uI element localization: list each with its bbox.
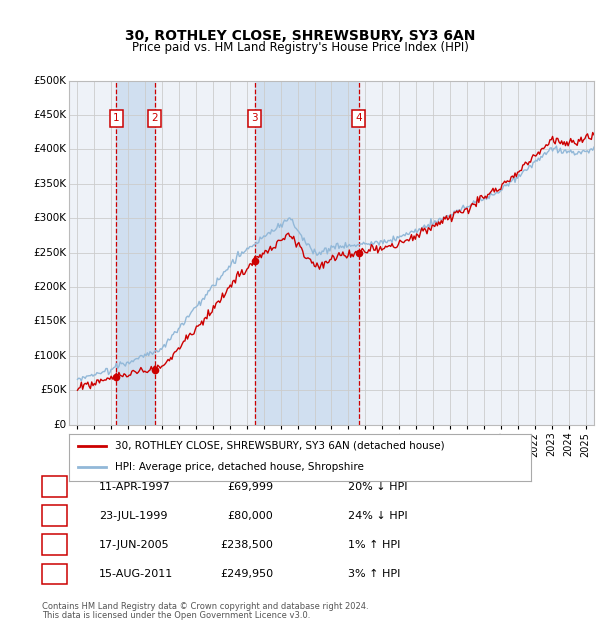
Text: £50K: £50K <box>40 385 67 396</box>
Text: 15-AUG-2011: 15-AUG-2011 <box>99 569 173 579</box>
Text: £400K: £400K <box>34 144 67 154</box>
Text: 23-JUL-1999: 23-JUL-1999 <box>99 511 167 521</box>
Text: £249,950: £249,950 <box>220 569 273 579</box>
Text: 4: 4 <box>356 113 362 123</box>
Text: 11-APR-1997: 11-APR-1997 <box>99 482 171 492</box>
Bar <box>254 81 359 425</box>
Text: Contains HM Land Registry data © Crown copyright and database right 2024.: Contains HM Land Registry data © Crown c… <box>42 602 368 611</box>
Text: This data is licensed under the Open Government Licence v3.0.: This data is licensed under the Open Gov… <box>42 611 310 619</box>
Text: 20% ↓ HPI: 20% ↓ HPI <box>348 482 407 492</box>
Text: £300K: £300K <box>34 213 67 223</box>
Text: £69,999: £69,999 <box>227 482 273 492</box>
Text: 17-JUN-2005: 17-JUN-2005 <box>99 540 170 550</box>
Text: Price paid vs. HM Land Registry's House Price Index (HPI): Price paid vs. HM Land Registry's House … <box>131 41 469 53</box>
Text: 1: 1 <box>113 113 119 123</box>
Text: 4: 4 <box>51 569 58 579</box>
Text: £80,000: £80,000 <box>227 511 273 521</box>
Text: £500K: £500K <box>34 76 67 86</box>
Text: £0: £0 <box>53 420 67 430</box>
Text: £350K: £350K <box>33 179 67 189</box>
Text: 3: 3 <box>51 540 58 550</box>
Text: £150K: £150K <box>33 316 67 327</box>
Text: 2: 2 <box>151 113 158 123</box>
Text: 1% ↑ HPI: 1% ↑ HPI <box>348 540 400 550</box>
Text: £100K: £100K <box>34 351 67 361</box>
Text: £200K: £200K <box>34 282 67 292</box>
Text: £250K: £250K <box>33 247 67 258</box>
Text: 30, ROTHLEY CLOSE, SHREWSBURY, SY3 6AN: 30, ROTHLEY CLOSE, SHREWSBURY, SY3 6AN <box>125 29 475 43</box>
Text: 2: 2 <box>51 511 58 521</box>
Text: 3% ↑ HPI: 3% ↑ HPI <box>348 569 400 579</box>
Text: £450K: £450K <box>33 110 67 120</box>
Text: 1: 1 <box>51 482 58 492</box>
Text: 30, ROTHLEY CLOSE, SHREWSBURY, SY3 6AN (detached house): 30, ROTHLEY CLOSE, SHREWSBURY, SY3 6AN (… <box>115 441 445 451</box>
Bar <box>116 81 155 425</box>
Text: HPI: Average price, detached house, Shropshire: HPI: Average price, detached house, Shro… <box>115 463 364 472</box>
Text: 24% ↓ HPI: 24% ↓ HPI <box>348 511 407 521</box>
Text: £238,500: £238,500 <box>220 540 273 550</box>
Text: 3: 3 <box>251 113 258 123</box>
